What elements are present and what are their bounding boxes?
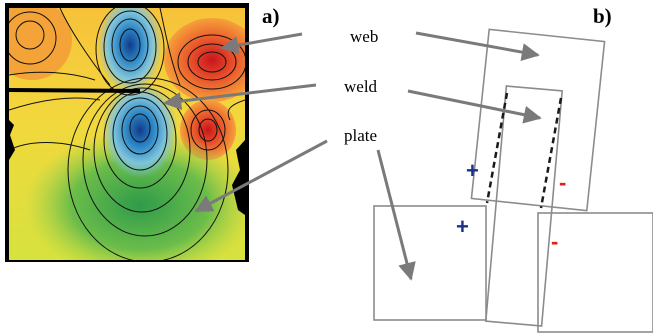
cool-lobe-bottom [102,82,178,178]
weld-box [484,85,564,327]
map-edge-right [232,140,245,215]
plus-sign-plate: + [456,214,469,239]
minus-sign-web: - [559,170,566,195]
weld-line-left [485,92,509,204]
schematic [373,28,653,333]
web-box [470,28,606,212]
arrow-weld-left [163,83,317,111]
green-region [25,130,245,260]
arrow-weld-right [407,89,542,124]
contour-lines [9,8,245,260]
panel-b-label: b) [593,4,612,28]
plate-box-right [537,212,653,333]
panel-a-label: a) [262,4,280,28]
plus-sign-web: + [466,158,479,183]
contour-map [5,3,249,262]
arrow-plate-left [194,139,328,213]
arrow-plate-right [376,149,416,281]
minus-sign-plate: - [551,229,558,254]
callout-plate: plate [344,126,377,145]
callout-web: web [350,27,378,46]
arrows [163,31,542,281]
callout-weld: weld [344,77,378,96]
weld-lines [485,92,563,209]
arrow-web-right [415,31,540,61]
arrow-web-left [220,32,303,55]
cool-lobe-top [98,8,162,93]
plate-box-left [373,205,487,321]
weld-trace [9,88,141,93]
weld-line-right [539,97,563,209]
map-edge-left [9,120,15,260]
